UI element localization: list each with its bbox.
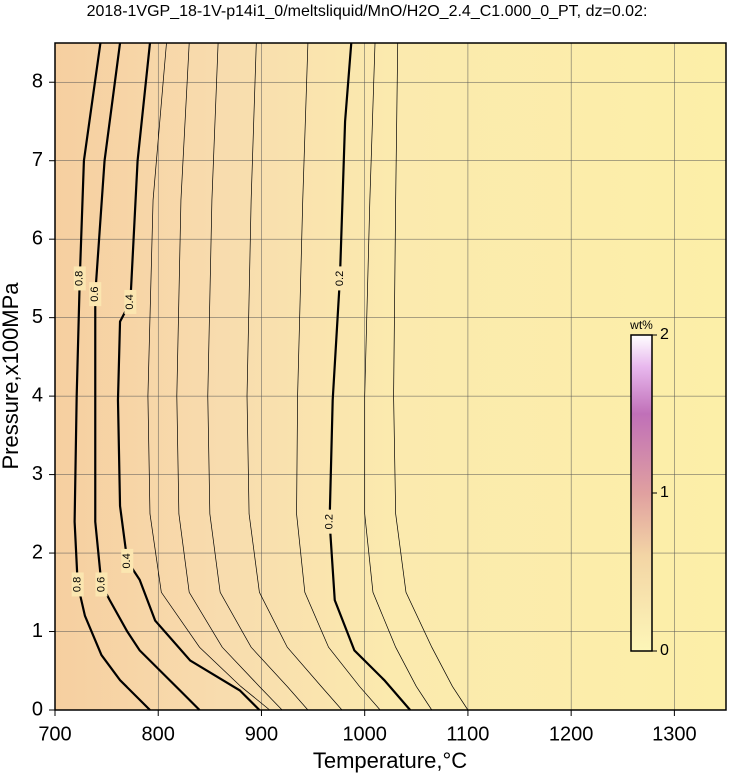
y-tick-label: 2 [32, 541, 43, 563]
x-tick-label: 700 [38, 723, 71, 745]
contour-label-bg [89, 282, 102, 307]
colorbar-label: wt% [629, 318, 653, 332]
y-tick-label: 5 [32, 306, 43, 328]
contour-label: 0.8 [74, 271, 86, 286]
contour-line [73, 42, 151, 711]
x-axis-label: Temperature,°C [313, 748, 467, 773]
contour-label: 0.8 [72, 577, 84, 592]
contour-line [176, 42, 283, 711]
contour-label-bg [333, 266, 346, 291]
contour-line [364, 42, 433, 711]
contour-line [116, 42, 261, 711]
contour-label: 0.6 [95, 577, 107, 592]
contour-label: 0.6 [89, 286, 101, 301]
contour-label: 0.2 [334, 271, 346, 286]
y-tick-label: 8 [32, 71, 43, 93]
x-tick-label: 1100 [446, 723, 489, 745]
chart-title: 2018-1VGP_18-1V-p14i1_0/meltsliquid/MnO/… [87, 3, 648, 20]
contour-label: 0.2 [324, 514, 336, 529]
contour-label-bg [73, 266, 86, 291]
contour-line [393, 42, 469, 711]
contour-label: 0.4 [121, 553, 133, 568]
contour-label-bg [121, 548, 134, 573]
contour-label-bg [95, 572, 108, 597]
x-tick-label: 900 [245, 723, 278, 745]
y-tick-label: 3 [32, 463, 43, 485]
y-axis-label: Pressure,x100MPa [0, 282, 23, 470]
y-tick-label: 1 [32, 620, 43, 642]
colorbar-tick-label: 2 [660, 326, 669, 343]
plot-frame [54, 42, 727, 711]
x-tick-label: 1200 [549, 723, 594, 745]
plot-background [55, 43, 726, 710]
y-tick-label: 6 [32, 227, 43, 249]
colorbar-tick-label: 0 [660, 642, 669, 659]
contour-line [147, 42, 270, 711]
contour-label-bg [124, 289, 137, 314]
contour-line [207, 42, 309, 711]
y-tick-label: 4 [32, 384, 43, 406]
contour-line [296, 42, 381, 711]
y-tick-label: 7 [32, 149, 43, 171]
colorbar-tick-label: 1 [660, 484, 669, 501]
contour-label-bg [323, 509, 336, 534]
contour-label: 0.4 [124, 294, 136, 309]
contour-label-bg [71, 572, 84, 597]
x-tick-label: 800 [142, 723, 175, 745]
y-tick-label: 0 [32, 698, 43, 720]
contour-line [246, 42, 343, 711]
colorbar [630, 334, 653, 652]
x-tick-label: 1000 [342, 723, 387, 745]
x-tick-label: 1300 [652, 723, 697, 745]
